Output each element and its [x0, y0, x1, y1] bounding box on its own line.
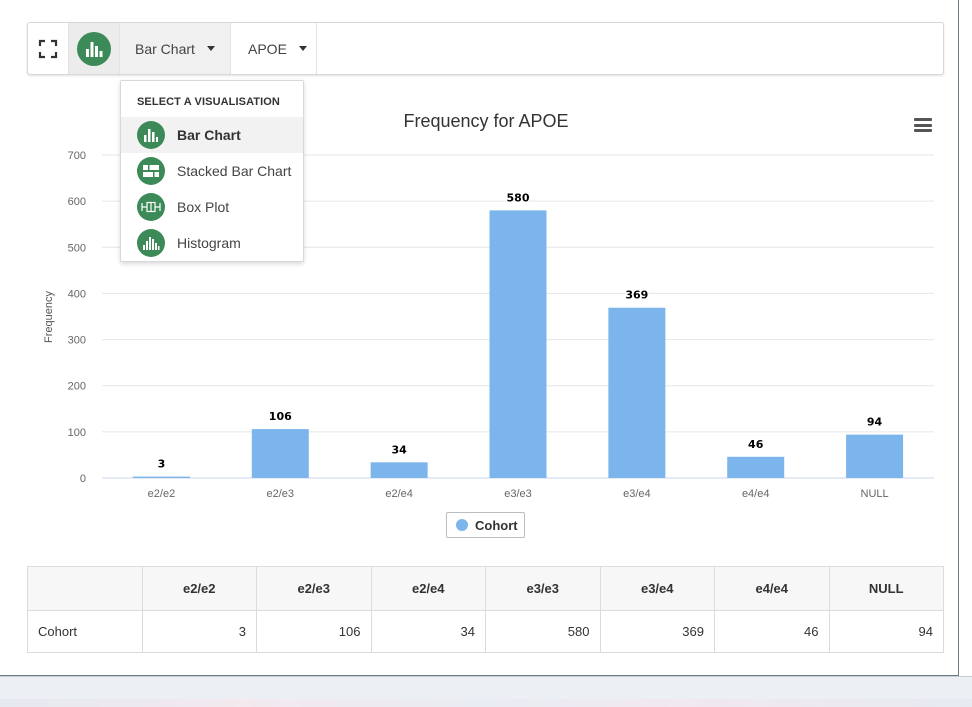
- visualisation-panel: Bar Chart APOE SELECT A VISUALISATION Ba…: [0, 0, 959, 676]
- table-cell: 106: [256, 610, 372, 653]
- x-tick-label: NULL: [861, 488, 889, 500]
- table-cell: 94: [828, 610, 944, 653]
- data-labels: 3 106 34 580 369 46 94: [156, 190, 883, 472]
- x-tick-label: e2/e4: [385, 488, 413, 500]
- bar: [251, 429, 309, 478]
- data-table: e2/e2 e2/e3 e2/e4 e3/e3 e3/e4 e4/e4 NULL…: [27, 566, 944, 653]
- table-cell: 369: [599, 610, 715, 653]
- data-label: 46: [748, 438, 764, 451]
- axes: 0 100 200 300 400 500 600 700 e2/e2 e2/e3 e2/e4 e3/…: [68, 150, 889, 500]
- y-axis-label: Frequency: [43, 291, 55, 343]
- bar-chart-icon: [137, 121, 165, 149]
- table-header-cell: NULL: [828, 566, 944, 611]
- bar: [370, 462, 428, 478]
- menu-item-label: Bar Chart: [177, 127, 241, 143]
- bar: [608, 307, 666, 478]
- table-header-cell: e4/e4: [714, 566, 830, 611]
- window-bottom-edge: [0, 676, 972, 707]
- y-tick-label: 100: [68, 427, 86, 439]
- legend-item-cohort[interactable]: Cohort: [446, 512, 525, 538]
- menu-item-stacked-bar-chart[interactable]: Stacked Bar Chart: [121, 153, 303, 189]
- bar: [846, 434, 904, 478]
- legend-marker: [456, 519, 468, 531]
- table-header-cell: e3/e4: [599, 566, 715, 611]
- y-tick-label: 700: [68, 150, 86, 162]
- table-header-cell: e3/e3: [485, 566, 601, 611]
- x-tick-label: e3/e3: [504, 488, 532, 500]
- bar-chart-icon: [77, 31, 111, 66]
- data-label: 94: [867, 416, 883, 429]
- x-tick-label: e2/e3: [267, 488, 295, 500]
- y-tick-label: 200: [68, 381, 86, 393]
- expand-icon: [38, 39, 58, 58]
- bars: [132, 210, 904, 478]
- y-tick-label: 600: [68, 196, 86, 208]
- bar: [132, 476, 190, 478]
- bar: [489, 210, 547, 478]
- x-tick-label: e4/e4: [742, 488, 770, 500]
- stacked-bar-chart-icon: [137, 157, 165, 185]
- x-tick-label: e3/e4: [623, 488, 651, 500]
- chevron-down-icon: [298, 46, 307, 51]
- visualisation-dropdown[interactable]: Bar Chart: [120, 23, 231, 74]
- table-header-cell: e2/e2: [141, 566, 257, 611]
- data-label: 34: [391, 443, 407, 456]
- attribute-dropdown[interactable]: APOE: [231, 23, 317, 74]
- data-label: 580: [507, 191, 530, 204]
- data-label: 3: [158, 458, 166, 471]
- menu-item-bar-chart[interactable]: Bar Chart: [121, 117, 303, 153]
- data-label: 106: [269, 410, 292, 423]
- chart-type-button[interactable]: [69, 23, 120, 74]
- table-cell: 46: [714, 610, 830, 653]
- visualisation-dropdown-label: Bar Chart: [135, 40, 195, 57]
- chart-title: Frequency for APOE: [403, 111, 568, 131]
- table-header-cell: e2/e3: [256, 566, 372, 611]
- menu-item-box-plot[interactable]: Box Plot: [121, 189, 303, 225]
- menu-item-histogram[interactable]: Histogram: [121, 225, 303, 261]
- visualisation-toolbar: Bar Chart APOE: [27, 22, 944, 75]
- table-cell: 34: [370, 610, 486, 653]
- chevron-down-icon: [206, 46, 215, 51]
- y-tick-label: 400: [68, 288, 86, 300]
- table-header-cell: e2/e4: [370, 566, 486, 611]
- data-label: 369: [625, 289, 648, 302]
- box-plot-icon: [137, 193, 165, 221]
- table-cell: 580: [485, 610, 601, 653]
- table-row: Cohort 3 106 34 580 369 46 94: [27, 610, 944, 653]
- x-tick-label: e2/e2: [148, 488, 176, 500]
- table-row-label: Cohort: [27, 610, 143, 653]
- hamburger-menu-icon[interactable]: [912, 116, 934, 134]
- table-cell: 3: [141, 610, 257, 653]
- table-header-cell: [27, 566, 143, 611]
- histogram-icon: [137, 229, 165, 257]
- y-tick-label: 0: [80, 473, 86, 485]
- fullscreen-button[interactable]: [28, 23, 69, 74]
- menu-item-label: Stacked Bar Chart: [177, 163, 292, 179]
- legend-label: Cohort: [475, 517, 518, 533]
- bar-chart: Frequency for APOE Frequency 3 106 34 580 36…: [43, 111, 934, 500]
- bar: [727, 456, 785, 478]
- menu-item-label: Histogram: [177, 235, 241, 251]
- visualisation-menu-header: SELECT A VISUALISATION: [137, 96, 280, 108]
- attribute-dropdown-label: APOE: [248, 40, 287, 57]
- table-header-row: e2/e2 e2/e3 e2/e4 e3/e3 e3/e4 e4/e4 NULL: [27, 566, 944, 611]
- menu-item-label: Box Plot: [177, 199, 230, 215]
- y-tick-label: 500: [68, 242, 86, 254]
- visualisation-menu: SELECT A VISUALISATION Bar Chart: [120, 80, 304, 262]
- y-tick-label: 300: [68, 335, 86, 347]
